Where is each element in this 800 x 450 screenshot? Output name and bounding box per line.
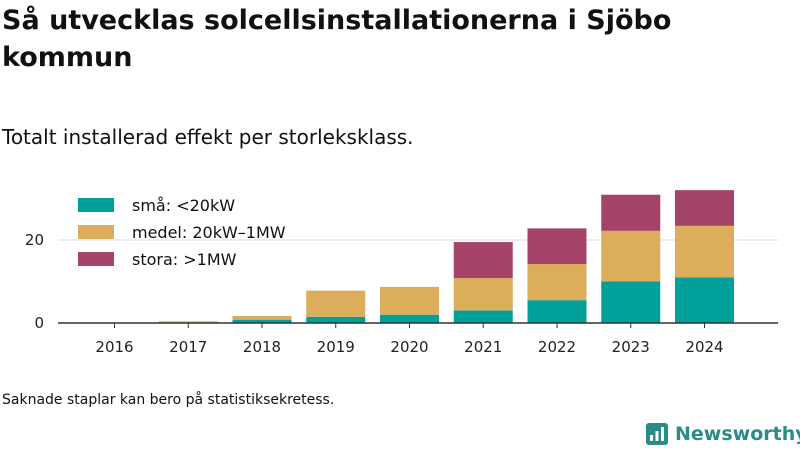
bar-segment (675, 190, 734, 226)
bar-segment (232, 319, 292, 323)
x-tick-label: 2024 (685, 338, 723, 356)
bar-segment (158, 321, 218, 323)
y-tick-label: 0 (34, 314, 44, 332)
bar-segment (453, 310, 513, 323)
legend-swatch (78, 198, 114, 212)
legend-label: små: <20kW (132, 196, 235, 215)
x-tick-label: 2021 (464, 338, 502, 356)
chart-title: Så utvecklas solcellsinstallationerna i … (2, 5, 672, 73)
bar-segment (601, 230, 661, 282)
bar-segment (232, 315, 292, 320)
x-tick-label: 2016 (95, 338, 133, 356)
legend-swatch (78, 252, 114, 266)
bar-segment (527, 300, 587, 323)
bar-segment (675, 225, 734, 278)
bar-segment (380, 314, 439, 323)
newsworthy-logo[interactable]: Newsworthy (645, 420, 800, 448)
bar-segment (601, 194, 661, 231)
y-tick-label: 20 (25, 231, 44, 249)
bar-segment (527, 228, 587, 265)
brand-name: Newsworthy (675, 423, 800, 445)
bar-segment (453, 278, 513, 311)
x-tick-label: 2023 (612, 338, 650, 356)
newsworthy-logo-icon (646, 423, 668, 445)
legend-swatch (78, 225, 114, 239)
bar-segment (527, 264, 587, 301)
stacked-bar-chart: 0 20 2016 2017 2018 2019 2020 2021 2022 2023 2024 s… (25, 190, 778, 356)
x-tick-label: 2022 (538, 338, 576, 356)
bar-segment (453, 242, 513, 279)
x-tick-label: 2017 (169, 338, 207, 356)
bar-segment (306, 290, 366, 317)
bar-segment (306, 316, 366, 323)
x-tick-label: 2018 (243, 338, 281, 356)
chart-subtitle: Totalt installerad effekt per storlekskl… (2, 125, 414, 149)
bar-segment (601, 281, 661, 323)
bar-segment (380, 286, 439, 315)
x-tick-label: 2020 (390, 338, 428, 356)
legend-label: stora: >1MW (132, 250, 237, 269)
bar-segment (675, 277, 734, 323)
footnote: Saknade staplar kan bero på statistiksek… (2, 392, 335, 408)
x-tick-label: 2019 (317, 338, 355, 356)
legend-label: medel: 20kW–1MW (132, 223, 286, 242)
